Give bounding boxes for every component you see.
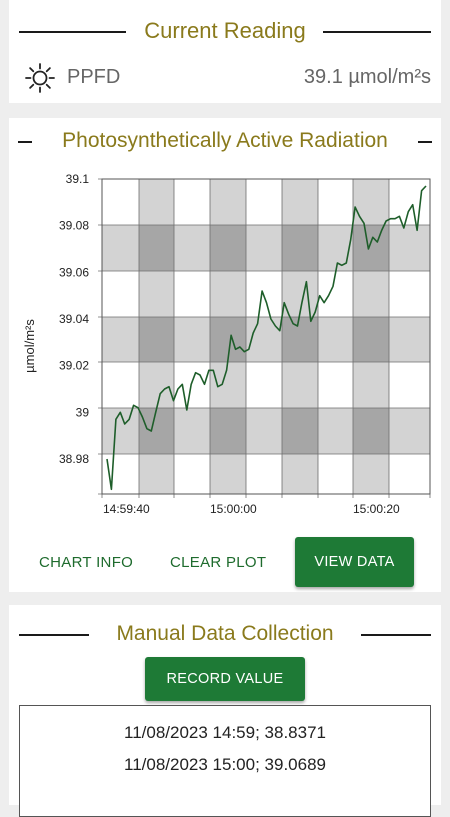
chart-info-button[interactable]: CHART INFO bbox=[39, 554, 134, 571]
grid-cell bbox=[353, 454, 389, 494]
grid-cell bbox=[174, 454, 210, 494]
sun-icon bbox=[25, 63, 55, 93]
grid-cell bbox=[282, 179, 318, 225]
grid-cell bbox=[174, 317, 210, 362]
grid-cell bbox=[174, 408, 210, 454]
series-line bbox=[106, 185, 427, 491]
grid-cell bbox=[282, 362, 318, 408]
grid-cell bbox=[174, 271, 210, 317]
grid-cell bbox=[102, 317, 139, 362]
grid-cell bbox=[174, 225, 210, 271]
list-item: 11/08/2023 14:59; 38.8371 bbox=[124, 723, 326, 742]
grid-cell bbox=[246, 225, 282, 271]
grid-cell bbox=[353, 317, 389, 362]
grid-cell bbox=[318, 271, 353, 317]
title-rule-right bbox=[323, 31, 431, 33]
grid-cell bbox=[246, 362, 282, 408]
manual-collection-title: Manual Data Collection bbox=[116, 622, 334, 645]
grid-cell bbox=[318, 225, 353, 271]
title-rule-left bbox=[18, 141, 32, 143]
record-value-button[interactable]: RECORD VALUE bbox=[145, 657, 305, 701]
plot-frame bbox=[101, 178, 431, 495]
grid-cell bbox=[389, 408, 430, 454]
title-rule-left bbox=[19, 634, 89, 636]
grid-cell bbox=[282, 454, 318, 494]
clear-plot-button[interactable]: CLEAR PLOT bbox=[170, 554, 267, 571]
grid-cell bbox=[353, 271, 389, 317]
chart-card: Photosynthetically Active Radiation 38.9… bbox=[9, 118, 441, 592]
chart-title: Photosynthetically Active Radiation bbox=[62, 129, 388, 152]
ppfd-label: PPFD bbox=[67, 66, 121, 88]
list-item: 11/08/2023 15:00; 39.0689 bbox=[124, 755, 326, 774]
grid-cell bbox=[282, 225, 318, 271]
grid-cell bbox=[102, 454, 139, 494]
grid-cell bbox=[389, 362, 430, 408]
title-rule-right bbox=[418, 141, 432, 143]
view-data-button[interactable]: VIEW DATA bbox=[295, 537, 414, 587]
grid-cell bbox=[246, 454, 282, 494]
grid-cell bbox=[353, 179, 389, 225]
grid-cell bbox=[389, 271, 430, 317]
grid-cell bbox=[174, 179, 210, 225]
title-rule-left bbox=[19, 31, 126, 33]
y-tick-label: 39 bbox=[76, 405, 90, 419]
grid-cell bbox=[139, 454, 174, 494]
grid-cell bbox=[139, 225, 174, 271]
y-tick-label: 39.06 bbox=[59, 265, 89, 279]
grid-cell bbox=[102, 408, 139, 454]
y-tick-label: 39.02 bbox=[59, 359, 89, 373]
grid-cell bbox=[174, 362, 210, 408]
x-tick-label: 15:00:00 bbox=[210, 502, 257, 516]
grid-cell bbox=[210, 362, 246, 408]
y-tick-label: 39.04 bbox=[59, 312, 89, 326]
reading-row: PPFD 39.1 µmol/m²s bbox=[9, 62, 441, 94]
grid-cell bbox=[318, 179, 353, 225]
x-tick-label: 14:59:40 bbox=[103, 502, 150, 516]
y-axis-ticks: 38.98 39 39.02 39.04 39.06 39.08 39.1 bbox=[59, 172, 89, 466]
grid-cell bbox=[389, 179, 430, 225]
chart-grid bbox=[98, 178, 431, 498]
y-tick-label: 39.1 bbox=[66, 172, 90, 186]
ppfd-line-chart: 38.98 39 39.02 39.04 39.06 39.08 39.1 14:59:40… bbox=[22, 172, 431, 528]
current-reading-card: Current Reading PPFD 39.1 µmol/m²s bbox=[9, 0, 441, 103]
grid-cell bbox=[139, 179, 174, 225]
manual-collection-card: Manual Data Collection RECORD VALUE 11/0… bbox=[9, 605, 441, 817]
grid-cell bbox=[353, 225, 389, 271]
x-axis-ticks: 14:59:40 15:00:00 15:00:20 bbox=[103, 502, 400, 516]
grid-cell bbox=[318, 317, 353, 362]
grid-cell bbox=[139, 362, 174, 408]
current-reading-title: Current Reading bbox=[144, 18, 306, 43]
y-axis-label: µmol/m²s bbox=[22, 319, 37, 373]
grid-cell bbox=[210, 454, 246, 494]
grid-cell bbox=[318, 362, 353, 408]
grid-cell bbox=[210, 271, 246, 317]
grid-cell bbox=[210, 408, 246, 454]
grid-cell bbox=[139, 317, 174, 362]
grid-cell bbox=[139, 271, 174, 317]
ppfd-value: 39.1 µmol/m²s bbox=[303, 66, 431, 88]
grid-cell bbox=[389, 317, 430, 362]
grid-cell bbox=[389, 225, 430, 271]
grid-cell bbox=[282, 408, 318, 454]
grid-cell bbox=[246, 179, 282, 225]
grid-cell bbox=[102, 271, 139, 317]
y-tick-label: 39.08 bbox=[59, 219, 89, 233]
grid-cell bbox=[282, 317, 318, 362]
grid-cell bbox=[139, 408, 174, 454]
grid-cell bbox=[210, 225, 246, 271]
grid-cell bbox=[353, 362, 389, 408]
title-rule-right bbox=[361, 634, 431, 636]
grid-cell bbox=[389, 454, 430, 494]
grid-cell bbox=[102, 225, 139, 271]
x-tick-label: 15:00:20 bbox=[353, 502, 400, 516]
grid-cell bbox=[318, 454, 353, 494]
grid-cell bbox=[353, 408, 389, 454]
grid-cell bbox=[318, 408, 353, 454]
y-tick-label: 38.98 bbox=[59, 452, 89, 466]
grid-cell bbox=[102, 362, 139, 408]
grid-cell bbox=[210, 179, 246, 225]
records-list: 11/08/2023 14:59; 38.8371 11/08/2023 15:… bbox=[19, 705, 431, 817]
grid-cell bbox=[246, 408, 282, 454]
grid-cell bbox=[102, 179, 139, 225]
